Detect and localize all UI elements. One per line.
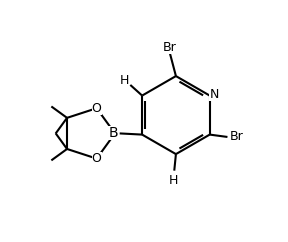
Text: Br: Br [230, 130, 244, 144]
Text: H: H [169, 174, 178, 187]
Text: O: O [92, 102, 102, 115]
Text: B: B [108, 126, 118, 140]
Text: Br: Br [163, 41, 177, 54]
Text: N: N [209, 88, 219, 101]
Text: H: H [120, 74, 129, 87]
Text: O: O [92, 152, 102, 165]
